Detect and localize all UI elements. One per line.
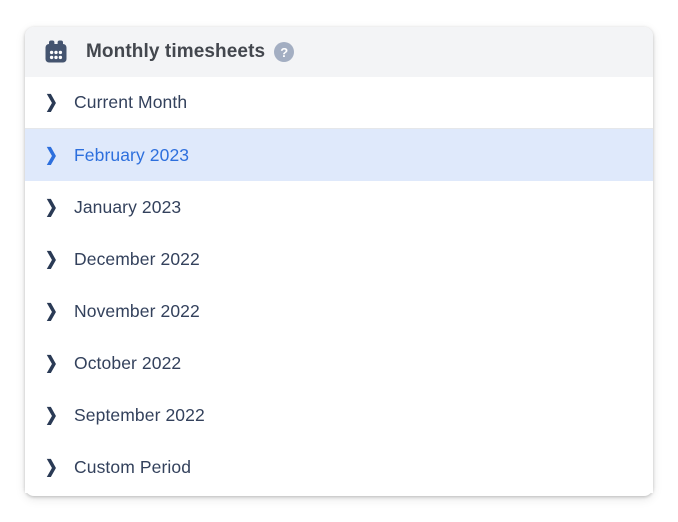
list-item-label: November 2022 xyxy=(74,300,200,321)
list-item-label: December 2022 xyxy=(74,248,200,269)
list-item-january-2023[interactable]: ❯ January 2023 xyxy=(25,181,653,233)
calendar-icon xyxy=(43,39,69,65)
list-item-label: October 2022 xyxy=(74,352,182,373)
list-item-october-2022[interactable]: ❯ October 2022 xyxy=(25,337,653,389)
list-item-label: January 2023 xyxy=(74,196,182,217)
chevron-right-icon: ❯ xyxy=(45,457,58,477)
list-item-label: February 2023 xyxy=(74,144,190,165)
chevron-right-icon: ❯ xyxy=(45,353,58,373)
list-item-november-2022[interactable]: ❯ November 2022 xyxy=(25,285,653,337)
panel-title: Monthly timesheets xyxy=(86,41,266,62)
chevron-right-icon: ❯ xyxy=(45,145,58,165)
list-item-label: Current Month xyxy=(74,92,188,112)
list-item-september-2022[interactable]: ❯ September 2022 xyxy=(25,389,653,441)
timesheet-period-list: ❯ Current Month ❯ February 2023 ❯ Januar… xyxy=(25,77,653,496)
list-item-february-2023[interactable]: ❯ February 2023 xyxy=(25,129,653,181)
chevron-right-icon: ❯ xyxy=(45,301,58,321)
chevron-right-icon: ❯ xyxy=(45,249,58,269)
chevron-right-icon: ❯ xyxy=(45,92,58,113)
list-item-custom-period[interactable]: ❯ Custom Period xyxy=(25,441,653,493)
monthly-timesheets-panel: Monthly timesheets ? ❯ Current Month ❯ F… xyxy=(25,27,653,496)
list-item-current-month[interactable]: ❯ Current Month xyxy=(25,77,653,129)
chevron-right-icon: ❯ xyxy=(45,197,58,217)
panel-header: Monthly timesheets ? xyxy=(25,27,653,77)
list-item-december-2022[interactable]: ❯ December 2022 xyxy=(25,233,653,285)
list-item-label: Custom Period xyxy=(74,456,192,477)
list-item-label: September 2022 xyxy=(74,404,205,425)
help-question-icon[interactable]: ? xyxy=(274,42,295,62)
chevron-right-icon: ❯ xyxy=(45,405,58,425)
